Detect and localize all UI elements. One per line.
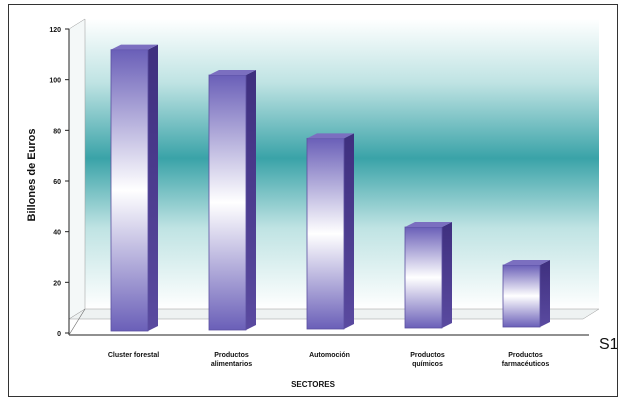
- bar-top: [307, 133, 354, 139]
- bar: [306, 133, 354, 330]
- bar-top: [111, 44, 158, 50]
- bar-side: [148, 44, 158, 332]
- side-wall: [68, 18, 86, 320]
- y-tick-label: 80: [53, 128, 61, 135]
- series-label: S1: [599, 336, 617, 353]
- floor-edge: [68, 308, 86, 336]
- x-tick-label: Cluster forestal: [108, 352, 159, 359]
- bar-front: [502, 264, 541, 328]
- x-axis-title: SECTORES: [291, 380, 336, 389]
- y-tick-label: 0: [57, 331, 61, 338]
- bar: [502, 260, 550, 328]
- bar-side: [246, 70, 256, 330]
- bar-side: [442, 222, 452, 328]
- bar-top: [209, 70, 256, 75]
- bar-side: [540, 260, 550, 327]
- bar: [404, 222, 452, 329]
- x-tick-label: Productos: [508, 352, 543, 359]
- y-axis-title: Billones de Euros: [26, 129, 38, 222]
- x-axis-labels: Cluster forestal Productos alimentarios Aut…: [108, 352, 550, 368]
- x-tick-label: químicos: [412, 361, 443, 368]
- y-tick-label: 60: [53, 179, 61, 186]
- y-tick-label: 100: [49, 78, 61, 85]
- bar-chart: 0 20 40 60 80 100 120 Cluster forestal Producto…: [26, 18, 619, 389]
- y-tick-label: 40: [53, 230, 61, 237]
- y-tick-label: 120: [49, 27, 61, 34]
- bar-front: [306, 137, 345, 330]
- x-tick-label: Productos: [410, 352, 445, 359]
- bar-front: [208, 74, 247, 331]
- bars: [110, 44, 550, 332]
- chart-frame: 0 20 40 60 80 100 120 Cluster forestal Producto…: [8, 4, 619, 397]
- bar-top: [405, 222, 452, 227]
- x-tick-label: alimentarios: [211, 361, 252, 368]
- x-tick-label: farmacéuticos: [502, 361, 550, 368]
- bar-side: [344, 133, 354, 329]
- y-tick-label: 20: [53, 280, 61, 287]
- x-tick-label: Productos: [214, 352, 249, 359]
- bar: [208, 70, 256, 331]
- bar-top: [503, 260, 550, 265]
- bar: [110, 44, 158, 332]
- bar-front: [110, 49, 149, 332]
- x-tick-label: Automoción: [309, 352, 350, 359]
- y-axis-ticks: 0 20 40 60 80 100 120: [49, 27, 69, 338]
- bar-front: [404, 226, 443, 329]
